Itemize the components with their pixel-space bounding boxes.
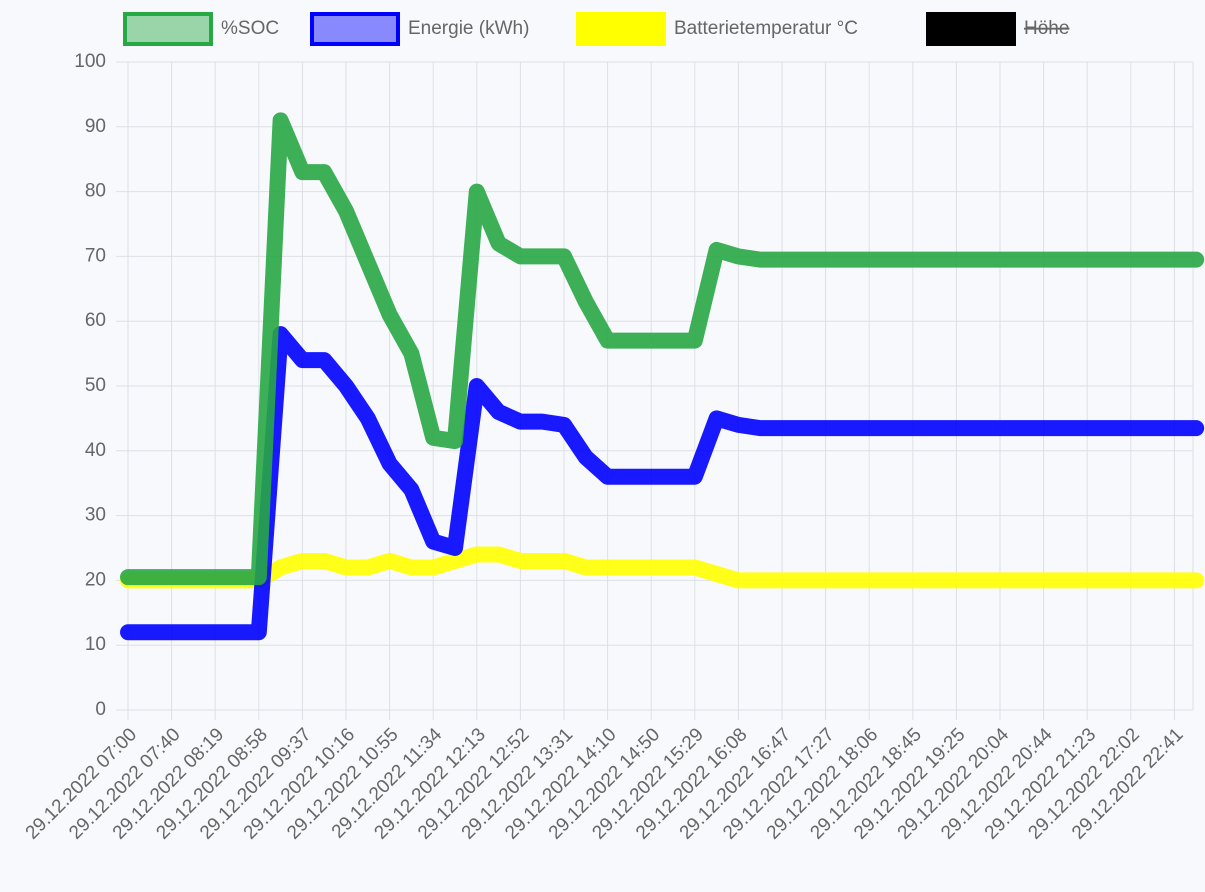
legend-item[interactable]: Höhe: [926, 12, 1069, 46]
series-line: [120, 326, 1205, 641]
y-tick-label: 70: [85, 245, 106, 266]
legend-label: %SOC: [221, 18, 279, 39]
legend-swatch: [926, 12, 1016, 46]
y-tick-label: 10: [85, 634, 106, 655]
series-line: [120, 546, 1205, 589]
y-tick-label: 30: [85, 505, 106, 526]
legend-swatch: [576, 12, 666, 46]
legend-label: Batterietemperatur °C: [674, 18, 858, 39]
legend-item[interactable]: %SOC: [123, 12, 279, 46]
legend-swatch: [310, 12, 400, 46]
series-line: [120, 112, 1205, 586]
legend-label: Höhe: [1024, 18, 1069, 39]
y-tick-label: 60: [85, 310, 106, 331]
legend-swatch: [123, 12, 213, 46]
legend-item[interactable]: Energie (kWh): [310, 12, 529, 46]
y-tick-label: 50: [85, 375, 106, 396]
y-tick-label: 100: [74, 51, 106, 72]
legend-label: Energie (kWh): [408, 18, 529, 39]
y-tick-label: 80: [85, 181, 106, 202]
y-tick-label: 40: [85, 440, 106, 461]
y-tick-label: 20: [85, 569, 106, 590]
legend-item[interactable]: Batterietemperatur °C: [576, 12, 858, 46]
y-tick-label: 90: [85, 116, 106, 137]
y-tick-label: 0: [95, 699, 106, 720]
